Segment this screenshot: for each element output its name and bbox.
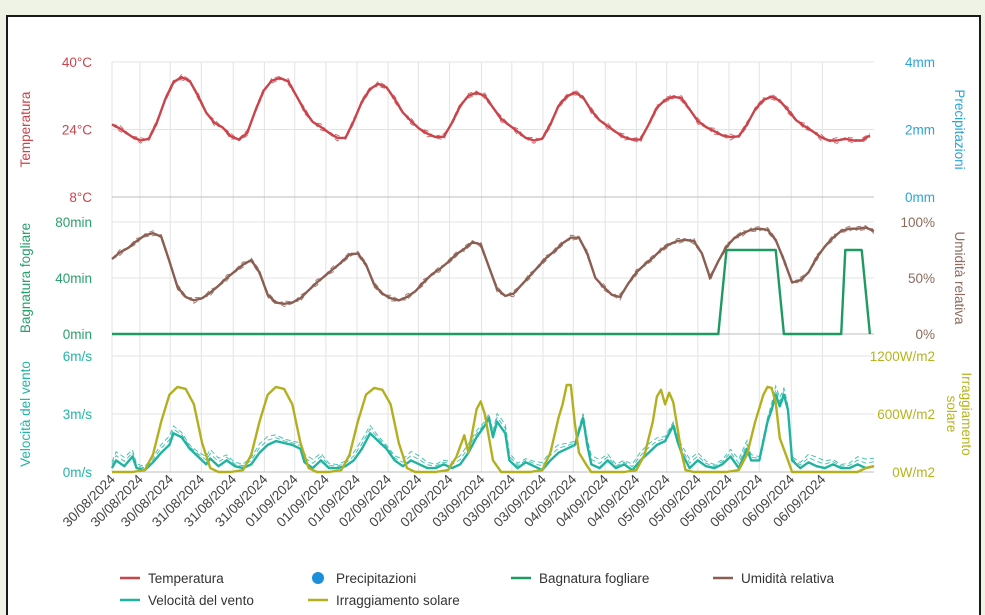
chart-frame: 40°C 24°C 8°C 4mm 2mm 0mm Temperatura Precipita… [6, 15, 981, 615]
right-tick-label: 50% [908, 271, 935, 286]
series-velocit-del-vento [110, 393, 875, 472]
left-tick-label: 0min [63, 327, 92, 342]
right-axis-title: Irraggiamentosolare [944, 372, 974, 455]
series-velocit-del-vento-band [111, 384, 875, 467]
right-tick-label: 100% [900, 215, 935, 230]
right-axis-title-line: Irraggiamento [959, 372, 974, 455]
legend-label: Temperatura [148, 571, 224, 586]
right-axis-title: Umidità relativa [952, 231, 967, 325]
panel-temp_precip: 40°C 24°C 8°C 4mm 2mm 0mm Temperatura Precipita… [18, 55, 967, 205]
right-tick-label: 0% [915, 327, 935, 342]
left-tick-label: 8°C [69, 190, 92, 205]
legend-item-temperatura: Temperatura [120, 571, 224, 586]
right-tick-label: 0W/m2 [892, 465, 935, 480]
right-tick-label: 4mm [905, 55, 935, 70]
series-umidit-relativa-band [111, 225, 875, 308]
legend-item-precipitazioni: Precipitazioni [312, 571, 416, 586]
left-axis-title: Velocità del vento [18, 361, 33, 467]
weather-chart: 40°C 24°C 8°C 4mm 2mm 0mm Temperatura Precipita… [18, 55, 974, 608]
right-tick-label: 600W/m2 [877, 407, 935, 422]
series-temperatura [111, 76, 871, 142]
series-bagnatura-fogliare [112, 248, 872, 336]
left-tick-label: 0m/s [63, 465, 93, 480]
legend-marker [312, 572, 324, 584]
legend-label: Umidità relativa [741, 571, 835, 586]
left-tick-label: 3m/s [63, 407, 93, 422]
series-temperatura-band [111, 78, 871, 144]
left-tick-label: 24°C [62, 123, 92, 138]
left-tick-label: 6m/s [63, 349, 93, 364]
legend-item-irraggiamento-solare: Irraggiamento solare [308, 593, 460, 608]
series-velocit-del-vento-band [111, 388, 875, 469]
legend-label: Velocità del vento [148, 593, 254, 608]
series-irraggiamento-solare [112, 383, 875, 474]
legend-label: Irraggiamento solare [336, 593, 460, 608]
left-axis-title: Bagnatura fogliare [18, 223, 33, 333]
left-tick-label: 80min [55, 215, 92, 230]
left-tick-label: 40°C [62, 55, 92, 70]
right-tick-label: 0mm [905, 190, 935, 205]
left-axis-title: Temperatura [18, 91, 33, 167]
legend-item-bagnatura-fogliare: Bagnatura fogliare [511, 571, 649, 586]
legend-item-umidit-relativa: Umidità relativa [713, 571, 835, 586]
right-tick-label: 1200W/m2 [870, 349, 935, 364]
right-axis-title-line: solare [944, 396, 959, 433]
left-tick-label: 40min [55, 271, 92, 286]
panel-wetness_humidity: 80min 40min 0min 100% 50% 0% Bagnatura fogliar… [18, 215, 967, 342]
legend-label: Bagnatura fogliare [539, 571, 649, 586]
right-axis-title: Precipitazioni [952, 89, 967, 169]
series-umidit-relativa [111, 226, 875, 305]
right-tick-label: 2mm [905, 123, 935, 138]
panel-wind_radiation: 6m/s 3m/s 0m/s 1200W/m2 600W/m2 0W/m2 Velocità… [18, 349, 974, 480]
legend-item-velocit-del-vento: Velocità del vento [120, 593, 254, 608]
legend-label: Precipitazioni [336, 571, 416, 586]
